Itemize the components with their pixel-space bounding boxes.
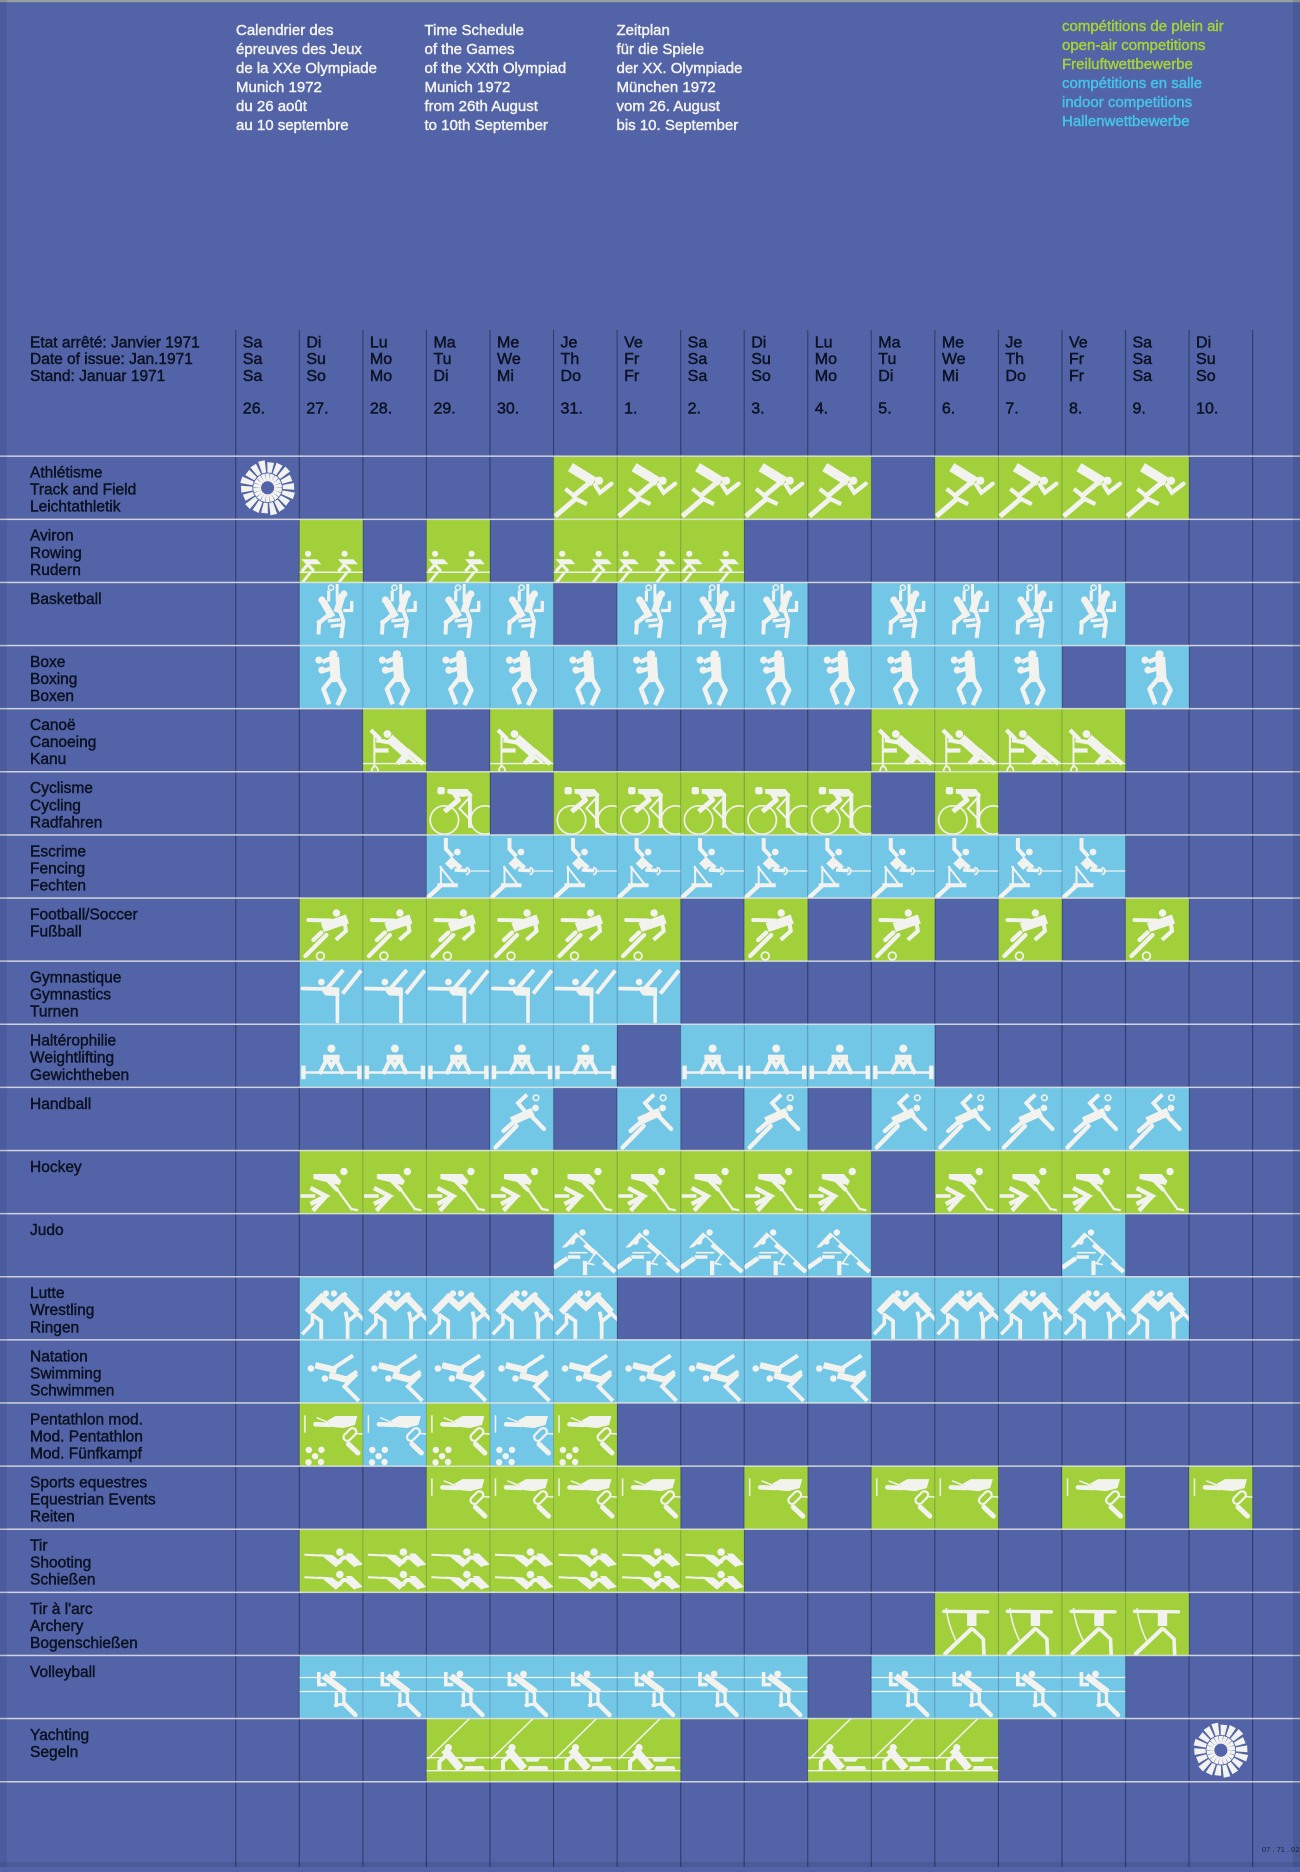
svg-text:28.: 28.: [370, 401, 392, 418]
svg-text:5.: 5.: [878, 401, 891, 418]
svg-text:6.: 6.: [942, 401, 955, 418]
svg-text:29.: 29.: [433, 401, 455, 418]
svg-text:31.: 31.: [561, 401, 583, 418]
svg-text:Pentathlon mod.Mod. Pentathlon: Pentathlon mod. Mod. Pentathlon Mod. Fünfk…: [30, 1411, 143, 1462]
svg-text:27.: 27.: [306, 401, 328, 418]
svg-text:7.: 7.: [1005, 401, 1018, 418]
svg-text:10.: 10.: [1196, 401, 1218, 418]
svg-text:2.: 2.: [688, 401, 701, 418]
svg-text:30.: 30.: [497, 401, 519, 418]
svg-text:1.: 1.: [624, 401, 637, 418]
svg-text:Handball: Handball: [30, 1096, 91, 1113]
svg-text:Volleyball: Volleyball: [30, 1664, 96, 1681]
svg-text:8.: 8.: [1069, 401, 1082, 418]
svg-text:9.: 9.: [1133, 401, 1146, 418]
svg-text:07 . 71 . 02/34: 07 . 71 . 02/34: [1262, 1845, 1300, 1854]
svg-text:4.: 4.: [815, 401, 828, 418]
svg-text:Hockey: Hockey: [30, 1159, 82, 1176]
svg-text:Basketball: Basketball: [30, 591, 102, 608]
svg-text:Judo: Judo: [30, 1222, 64, 1239]
svg-text:3.: 3.: [751, 401, 764, 418]
svg-text:26.: 26.: [243, 401, 265, 418]
